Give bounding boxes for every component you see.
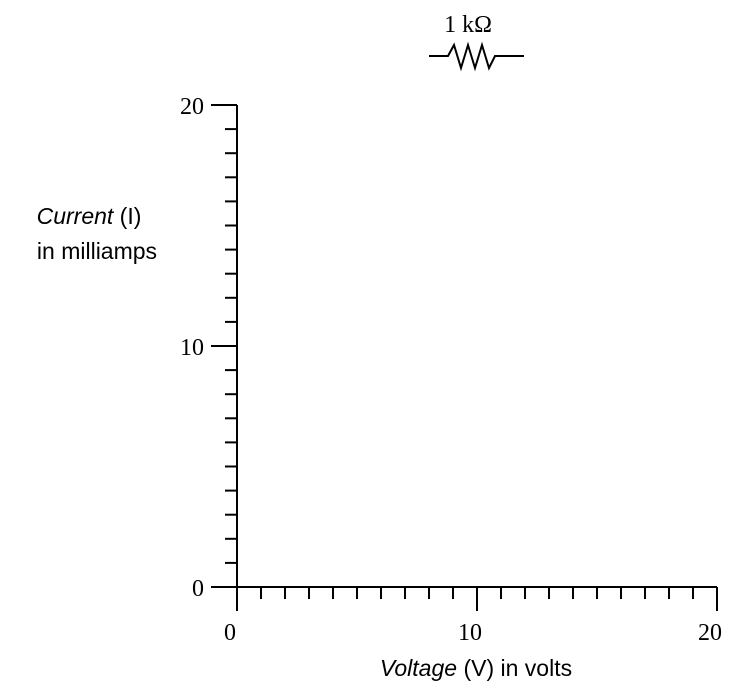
- y-axis-title-italic: Current: [37, 203, 115, 229]
- x-axis-title: Voltage (V) in volts: [380, 655, 572, 681]
- y-axis-title-line2: in milliamps: [37, 238, 157, 264]
- x-tick-label: 0: [224, 620, 236, 646]
- x-axis-title-rest: (V) in volts: [457, 655, 572, 681]
- y-ticks: [211, 104, 237, 588]
- y-axis-title-line1: Current (I): [37, 203, 142, 229]
- y-tick-label: 10: [180, 335, 204, 361]
- y-tick-label: 20: [180, 94, 204, 120]
- y-tick-labels: 0 10 20: [180, 94, 204, 602]
- resistor-label: 1 kΩ: [444, 12, 492, 38]
- x-tick-labels: 0 10 20: [224, 620, 722, 646]
- resistor-icon: [429, 41, 524, 72]
- x-axis-title-italic: Voltage: [380, 655, 457, 681]
- x-ticks: [236, 587, 718, 611]
- x-tick-label: 10: [458, 620, 482, 646]
- y-tick-label: 0: [192, 576, 204, 602]
- x-tick-label: 20: [698, 620, 722, 646]
- y-axis-title-rest: (I): [113, 203, 141, 229]
